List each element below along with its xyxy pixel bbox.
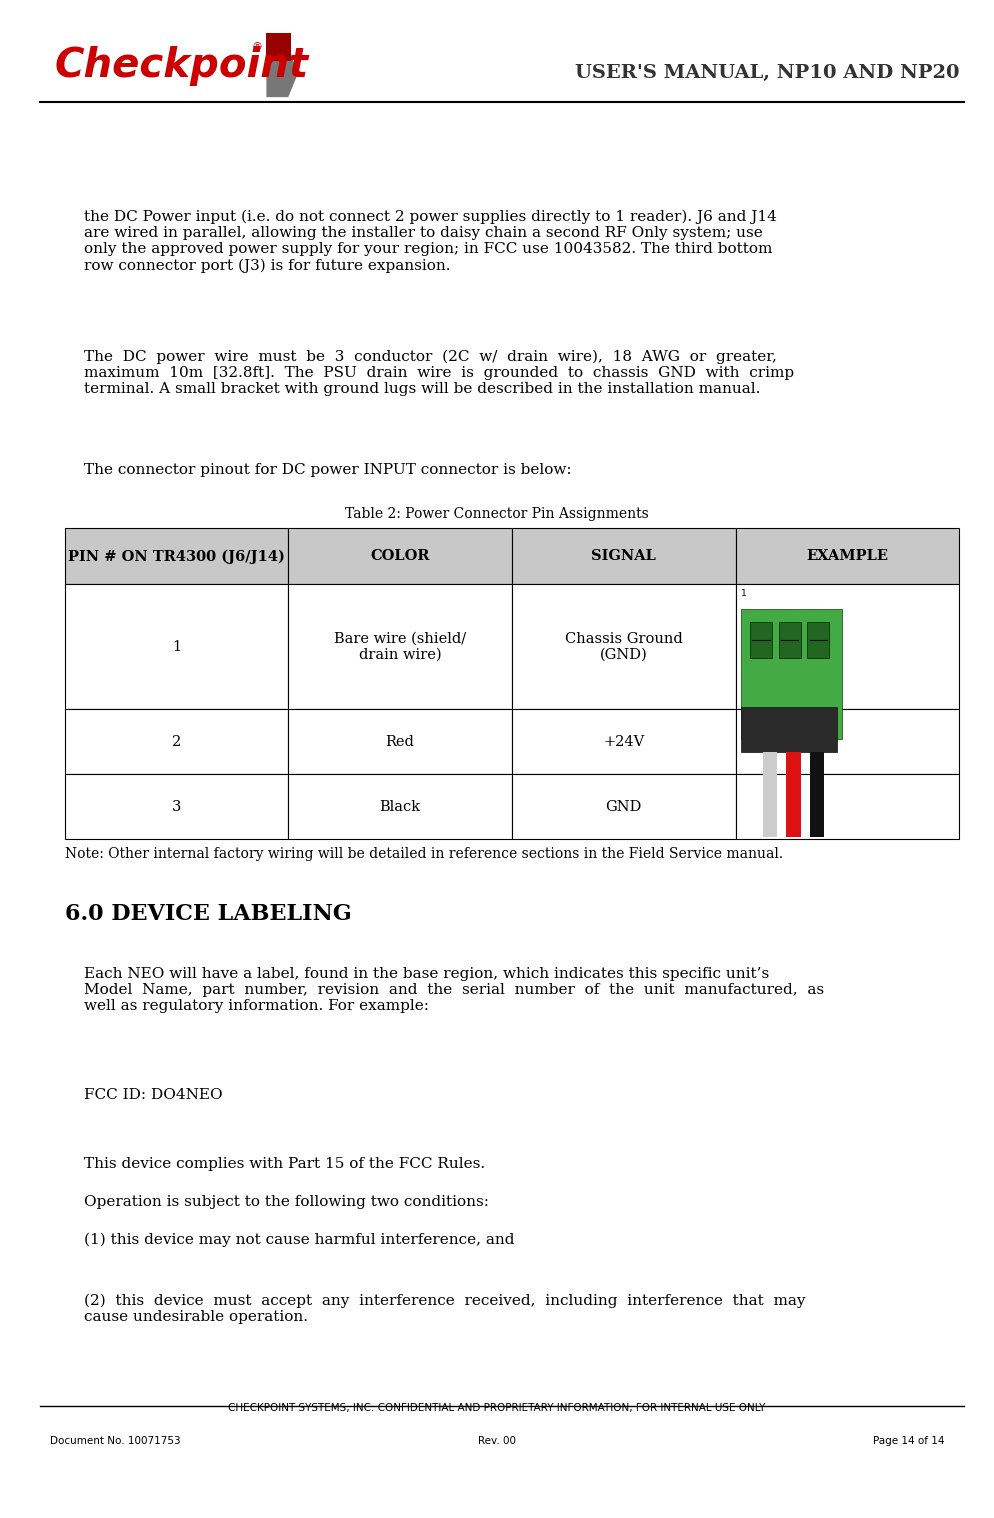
Text: Operation is subject to the following two conditions:: Operation is subject to the following tw… — [84, 1195, 489, 1208]
FancyBboxPatch shape — [266, 33, 291, 61]
Text: The  DC  power  wire  must  be  3  conductor  (2C  w/  drain  wire),  18  AWG  o: The DC power wire must be 3 conductor (2… — [84, 349, 794, 396]
FancyBboxPatch shape — [512, 774, 736, 839]
Text: Note: Other internal factory wiring will be detailed in reference sections in th: Note: Other internal factory wiring will… — [65, 847, 782, 861]
Text: EXAMPLE: EXAMPLE — [806, 550, 889, 563]
Text: This device complies with Part 15 of the FCC Rules.: This device complies with Part 15 of the… — [84, 1157, 486, 1170]
FancyBboxPatch shape — [809, 753, 824, 836]
FancyBboxPatch shape — [736, 709, 959, 774]
FancyBboxPatch shape — [736, 584, 959, 709]
Text: 3: 3 — [172, 800, 181, 814]
Polygon shape — [266, 49, 298, 97]
Text: 1: 1 — [172, 639, 181, 654]
Text: Each NEO will have a label, found in the base region, which indicates this speci: Each NEO will have a label, found in the… — [84, 967, 825, 1014]
FancyBboxPatch shape — [65, 528, 288, 584]
FancyBboxPatch shape — [65, 709, 288, 774]
FancyBboxPatch shape — [742, 609, 842, 739]
Text: PIN # ON TR4300 (J6/J14): PIN # ON TR4300 (J6/J14) — [68, 550, 285, 563]
FancyBboxPatch shape — [786, 753, 800, 836]
Text: 6.0 DEVICE LABELING: 6.0 DEVICE LABELING — [65, 903, 351, 924]
Text: (2)  this  device  must  accept  any  interference  received,  including  interf: (2) this device must accept any interfer… — [84, 1293, 806, 1324]
Text: the DC Power input (i.e. do not connect 2 power supplies directly to 1 reader). : the DC Power input (i.e. do not connect … — [84, 209, 777, 273]
FancyBboxPatch shape — [749, 622, 772, 659]
Text: Rev. 00: Rev. 00 — [478, 1436, 516, 1447]
Text: SIGNAL: SIGNAL — [591, 550, 656, 563]
Text: Document No. 10071753: Document No. 10071753 — [50, 1436, 180, 1447]
FancyBboxPatch shape — [288, 774, 512, 839]
Text: USER'S MANUAL, NP10 AND NP20: USER'S MANUAL, NP10 AND NP20 — [575, 64, 959, 82]
FancyBboxPatch shape — [65, 584, 288, 709]
Text: Checkpoint: Checkpoint — [55, 46, 309, 85]
Text: The connector pinout for DC power INPUT connector is below:: The connector pinout for DC power INPUT … — [84, 463, 573, 477]
FancyBboxPatch shape — [736, 774, 959, 839]
Text: Chassis Ground
(GND): Chassis Ground (GND) — [565, 631, 683, 662]
FancyBboxPatch shape — [288, 528, 512, 584]
Text: Table 2: Power Connector Pin Assignments: Table 2: Power Connector Pin Assignments — [345, 507, 649, 521]
FancyBboxPatch shape — [807, 622, 829, 659]
FancyBboxPatch shape — [288, 584, 512, 709]
Text: (1) this device may not cause harmful interference, and: (1) this device may not cause harmful in… — [84, 1233, 515, 1246]
Text: Page 14 of 14: Page 14 of 14 — [873, 1436, 944, 1447]
FancyBboxPatch shape — [763, 753, 777, 836]
FancyBboxPatch shape — [288, 709, 512, 774]
Text: 1: 1 — [742, 589, 746, 598]
FancyBboxPatch shape — [512, 709, 736, 774]
FancyBboxPatch shape — [736, 528, 959, 584]
FancyBboxPatch shape — [512, 584, 736, 709]
FancyBboxPatch shape — [778, 622, 801, 659]
Text: 2: 2 — [172, 735, 181, 748]
FancyBboxPatch shape — [65, 774, 288, 839]
Text: CHECKPOINT SYSTEMS, INC. CONFIDENTIAL AND PROPRIETARY INFORMATION, FOR INTERNAL : CHECKPOINT SYSTEMS, INC. CONFIDENTIAL AN… — [229, 1403, 765, 1413]
Text: +24V: +24V — [603, 735, 644, 748]
FancyBboxPatch shape — [512, 528, 736, 584]
Text: COLOR: COLOR — [371, 550, 429, 563]
FancyBboxPatch shape — [742, 707, 837, 753]
Text: Bare wire (shield/
drain wire): Bare wire (shield/ drain wire) — [334, 631, 466, 662]
Text: Red: Red — [386, 735, 414, 748]
Text: ®: ® — [251, 43, 262, 53]
Text: FCC ID: DO4NEO: FCC ID: DO4NEO — [84, 1088, 223, 1102]
Text: Black: Black — [380, 800, 420, 814]
Text: GND: GND — [605, 800, 642, 814]
